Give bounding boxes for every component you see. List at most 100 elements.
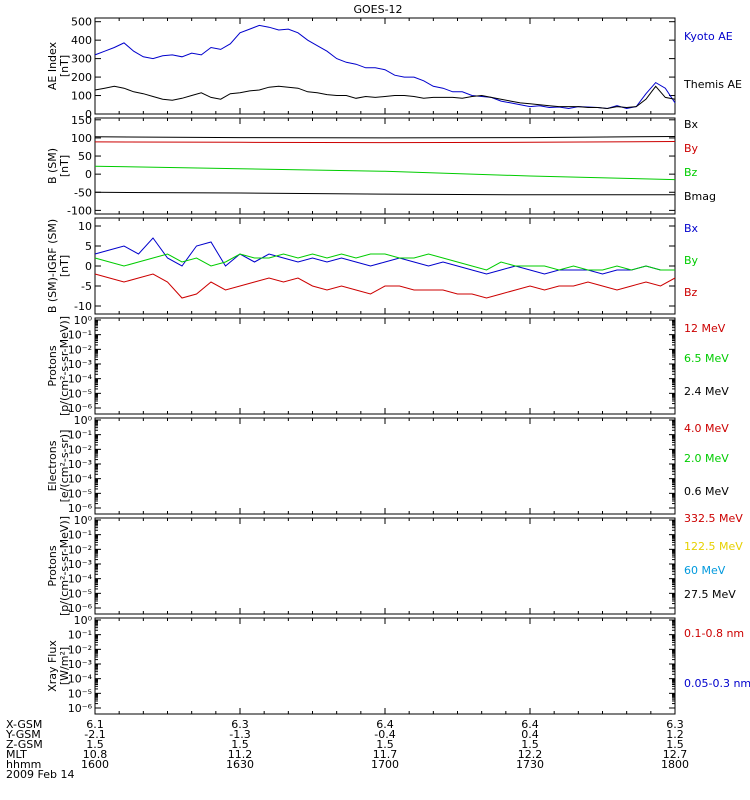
y-tick-label: 10⁻⁶ xyxy=(68,602,93,615)
info-row-value: 10.8 xyxy=(83,748,108,761)
info-row-value: -2.1 xyxy=(84,728,105,741)
y-tick-label: 10⁻² xyxy=(68,543,92,556)
series-line-bz xyxy=(94,165,676,181)
panel-2: B (SM) [nT] -100 -50 0 50 100 150 Bx By Bz Bmag xyxy=(46,114,716,218)
legend-entry: Bz xyxy=(684,166,698,179)
y-tick-label: 10⁻¹ xyxy=(68,529,92,542)
y-tick-label: 10⁰ xyxy=(74,614,93,627)
legend-entry: 122.5 MeV xyxy=(684,540,743,553)
info-row-label: MLT xyxy=(6,748,27,761)
y-tick-label: 300 xyxy=(71,53,92,66)
legend-entry: 27.5 MeV xyxy=(684,588,736,601)
series-line-bz xyxy=(94,273,676,299)
info-row-label: X-GSM xyxy=(6,718,42,731)
y-tick-label: 10⁻⁶ xyxy=(68,702,93,715)
y-tick-label: 5 xyxy=(85,240,92,253)
y-axis-unit: [nT] xyxy=(58,255,71,277)
info-row-value: 11.2 xyxy=(228,748,253,761)
legend-entry: 4.0 MeV xyxy=(684,422,729,435)
info-row-label: Z-GSM xyxy=(6,738,43,751)
info-row-value: 1600 xyxy=(81,758,109,771)
y-tick-label: 10⁻⁵ xyxy=(68,387,92,400)
info-row-value: 1730 xyxy=(516,758,544,771)
series-line-themis-ae xyxy=(94,85,676,110)
panel-frame xyxy=(94,517,676,615)
legend-entry: 0.1-0.8 nm xyxy=(684,627,744,640)
panel-frame xyxy=(94,117,676,215)
info-row-value: 1.5 xyxy=(231,738,249,751)
y-axis-label: Xray Flux xyxy=(46,640,59,692)
info-row-value: 1700 xyxy=(371,758,399,771)
y-tick-label: 500 xyxy=(71,16,92,29)
y-tick-label: -10 xyxy=(74,300,92,313)
series-line-by xyxy=(94,141,676,144)
info-row-value: 1.5 xyxy=(86,738,104,751)
y-tick-label: 10⁻³ xyxy=(68,558,92,571)
y-tick-label: 10⁻⁶ xyxy=(68,402,93,415)
info-row-value: 0.4 xyxy=(521,728,539,741)
date-label: 2009 Feb 14 xyxy=(6,768,74,781)
y-tick-label: 10⁰ xyxy=(74,514,93,527)
y-tick-label: 10⁻⁴ xyxy=(68,473,93,486)
legend-entry: 0.6 MeV xyxy=(684,485,729,498)
y-tick-label: 10 xyxy=(78,220,92,233)
legend-entry: 2.4 MeV xyxy=(684,385,729,398)
y-tick-label: 10⁻³ xyxy=(68,658,92,671)
y-tick-label: 10⁻⁴ xyxy=(68,573,93,586)
legend-entry: Themis AE xyxy=(683,78,742,91)
y-tick-label: -50 xyxy=(74,186,92,199)
y-tick-label: 150 xyxy=(71,114,92,127)
y-axis-unit: [nT] xyxy=(58,155,71,177)
y-tick-label: 10⁻⁴ xyxy=(68,373,93,386)
y-tick-label: 10⁻⁶ xyxy=(68,502,93,515)
y-tick-label: 10⁻³ xyxy=(68,458,92,471)
panel-1: AE Index [nT] 0 100 200 300 400 500 Kyoto AE Them… xyxy=(46,16,742,121)
legend-entry: 0.05-0.3 nm xyxy=(684,677,750,690)
y-tick-label: -100 xyxy=(67,204,92,217)
series-line-bx xyxy=(94,136,676,139)
y-axis-label: Protons xyxy=(46,545,59,586)
y-axis-label: Protons xyxy=(46,345,59,386)
y-tick-label: 0 xyxy=(85,168,92,181)
legend-entry: Bz xyxy=(684,286,698,299)
legend-entry: Bx xyxy=(684,222,699,235)
y-tick-label: 10⁻⁵ xyxy=(68,687,92,700)
y-tick-label: 400 xyxy=(71,34,92,47)
info-row-label: hhmm xyxy=(6,758,41,771)
figure-title: GOES-12 xyxy=(353,3,402,16)
panel-frame xyxy=(94,17,676,115)
info-row-value: 1800 xyxy=(661,758,689,771)
y-tick-label: 0 xyxy=(85,108,92,121)
y-tick-label: 10⁻³ xyxy=(68,358,92,371)
info-row-value: 12.2 xyxy=(518,748,543,761)
legend-entry: Bx xyxy=(684,118,699,131)
info-row-value: -1.3 xyxy=(229,728,250,741)
series-line-bx xyxy=(94,237,675,275)
legend-entry: 332.5 MeV xyxy=(684,512,743,525)
y-tick-label: 10⁻² xyxy=(68,443,92,456)
y-tick-label: 10⁰ xyxy=(74,414,93,427)
y-axis-label: B (SM) xyxy=(46,148,59,184)
y-tick-label: 100 xyxy=(71,90,92,103)
panel-5: Electrons [e/(cm²-s-sr)]10⁰ 10⁻¹10⁻² 10⁻³ 10… xyxy=(46,414,729,515)
legend-entry: By xyxy=(684,142,699,155)
y-tick-label: 10⁻⁴ xyxy=(68,673,93,686)
y-axis-label: Electrons xyxy=(46,440,59,491)
panel-frame xyxy=(94,417,676,515)
series-line-by xyxy=(94,253,675,271)
y-tick-label: 10⁻¹ xyxy=(68,629,92,642)
y-axis-unit: [nT] xyxy=(58,55,71,77)
panel-4: Protons [p/(cm²-s-sr-MeV)] 10⁰ 10⁻¹10⁻² 10⁻³… xyxy=(46,314,729,416)
info-row-value: 1630 xyxy=(226,758,254,771)
legend-entry: Bmag xyxy=(684,190,716,203)
y-tick-label: 10⁻¹ xyxy=(68,329,92,342)
info-row-label: Y-GSM xyxy=(5,728,41,741)
panel-frame xyxy=(94,617,676,715)
info-row-value: 6.3 xyxy=(231,718,249,731)
y-axis-unit: [W/m²] xyxy=(58,647,71,685)
info-row-value: 1.5 xyxy=(666,738,684,751)
info-row-value: 1.5 xyxy=(521,738,539,751)
y-tick-label: 200 xyxy=(71,71,92,84)
